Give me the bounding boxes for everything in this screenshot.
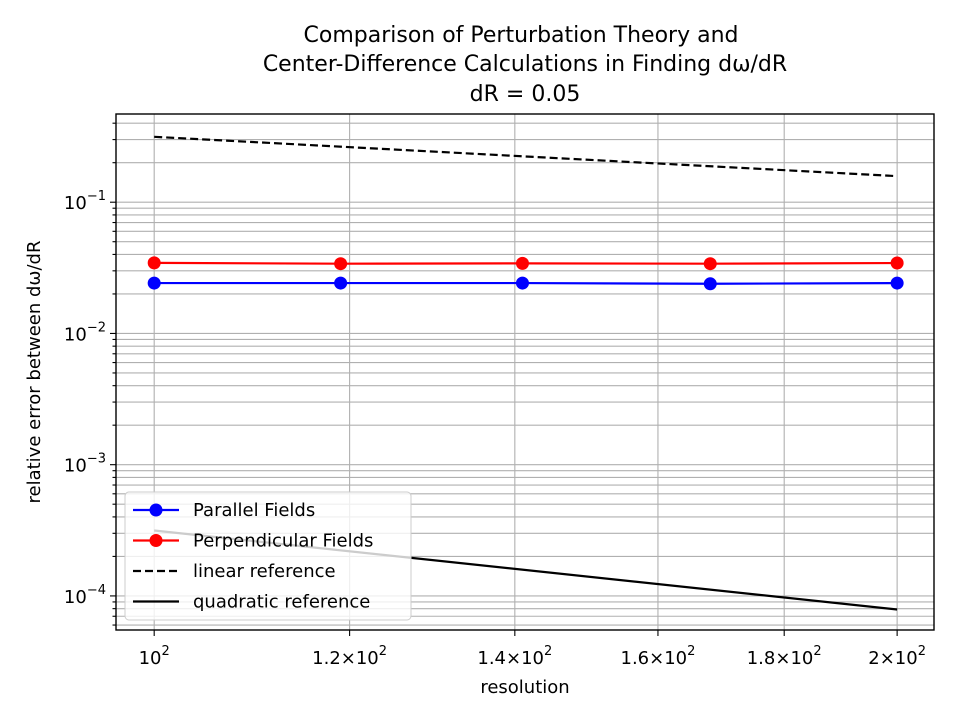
x-axis-label: resolution [480,677,569,698]
chart-title: Comparison of Perturbation Theory and Ce… [263,23,787,107]
x-tick-label-base: 10 [664,648,687,669]
x-tick-label-base: 10 [356,648,379,669]
y-tick-label-base: 10 [64,193,87,214]
y-tick-label: 10−3 [64,452,106,477]
y-tick-label-base: 10 [64,456,87,477]
x-tick-label-base: 10 [790,648,813,669]
x-tick-label-mantissa: 2× [868,648,895,669]
y-tick-label-exponent: −4 [87,583,106,598]
x-tick-label-exponent: 2 [544,644,552,659]
legend-marker-parallel-fields [149,503,163,517]
x-tick-label: 1.8×102 [747,644,822,669]
data-point-parallel-fields [515,276,529,290]
data-point-perpendicular-fields [147,256,161,270]
x-tick-label-mantissa: 1.8× [747,648,791,669]
data-point-perpendicular-fields [334,257,348,271]
y-tick-label-exponent: −2 [87,320,106,335]
legend-box [124,491,412,621]
y-tick-label: 10−2 [64,320,106,345]
y-axis-label: relative error between dω/dR [24,241,45,504]
data-point-perpendicular-fields [515,256,529,270]
x-tick-label: 1.4×102 [477,644,552,669]
x-tick-label-base: 10 [521,648,544,669]
x-tick-label: 1.6×102 [621,644,696,669]
x-tick-label-exponent: 2 [161,644,169,659]
y-tick-label-exponent: −3 [87,452,106,467]
y-tick-label: 10−1 [64,189,106,214]
y-tick-label: 10−4 [64,583,106,608]
data-point-perpendicular-fields [703,257,717,271]
legend-label-quadratic-reference: quadratic reference [193,592,370,613]
x-tick-label-mantissa: 1.4× [477,648,521,669]
legend-entries: Parallel Fields Perpendicular Fields linea… [133,500,373,613]
data-point-parallel-fields [147,276,161,290]
y-tick-label-exponent: −1 [87,189,106,204]
x-tick-label-exponent: 2 [379,644,387,659]
x-tick-label: 1.2×102 [312,644,387,669]
x-tick-label-base: 10 [895,648,918,669]
chart-title-line-1: Comparison of Perturbation Theory and [304,23,739,48]
legend: Parallel Fields Perpendicular Fields linea… [124,491,412,621]
data-point-parallel-fields [703,277,717,291]
chart-title-line-3: dR = 0.05 [470,82,581,107]
data-point-perpendicular-fields [890,256,904,270]
series-line-linear-reference [154,135,898,178]
x-tick-label-exponent: 2 [813,644,821,659]
x-tick-label-mantissa: 1.6× [621,648,665,669]
plot-frame [115,113,935,631]
y-tick-label-base: 10 [64,324,87,345]
legend-label-linear-reference: linear reference [193,561,336,582]
legend-marker-perpendicular-fields [149,534,163,547]
legend-label-parallel-fields: Parallel Fields [193,500,315,521]
grid-layer [116,114,934,630]
x-tick-label-exponent: 2 [687,644,695,659]
x-tick-label: 2×102 [868,644,926,669]
legend-label-perpendicular-fields: Perpendicular Fields [193,531,373,552]
chart-title-line-2: Center-Difference Calculations in Findin… [263,52,787,77]
x-tick-label: 102 [139,644,170,669]
x-tick-label-mantissa: 1.2× [312,648,356,669]
data-point-parallel-fields [890,276,904,290]
data-point-parallel-fields [334,276,348,290]
y-tick-label-base: 10 [64,587,87,608]
x-tick-label-exponent: 2 [918,644,926,659]
x-tick-label-base: 10 [139,648,162,669]
